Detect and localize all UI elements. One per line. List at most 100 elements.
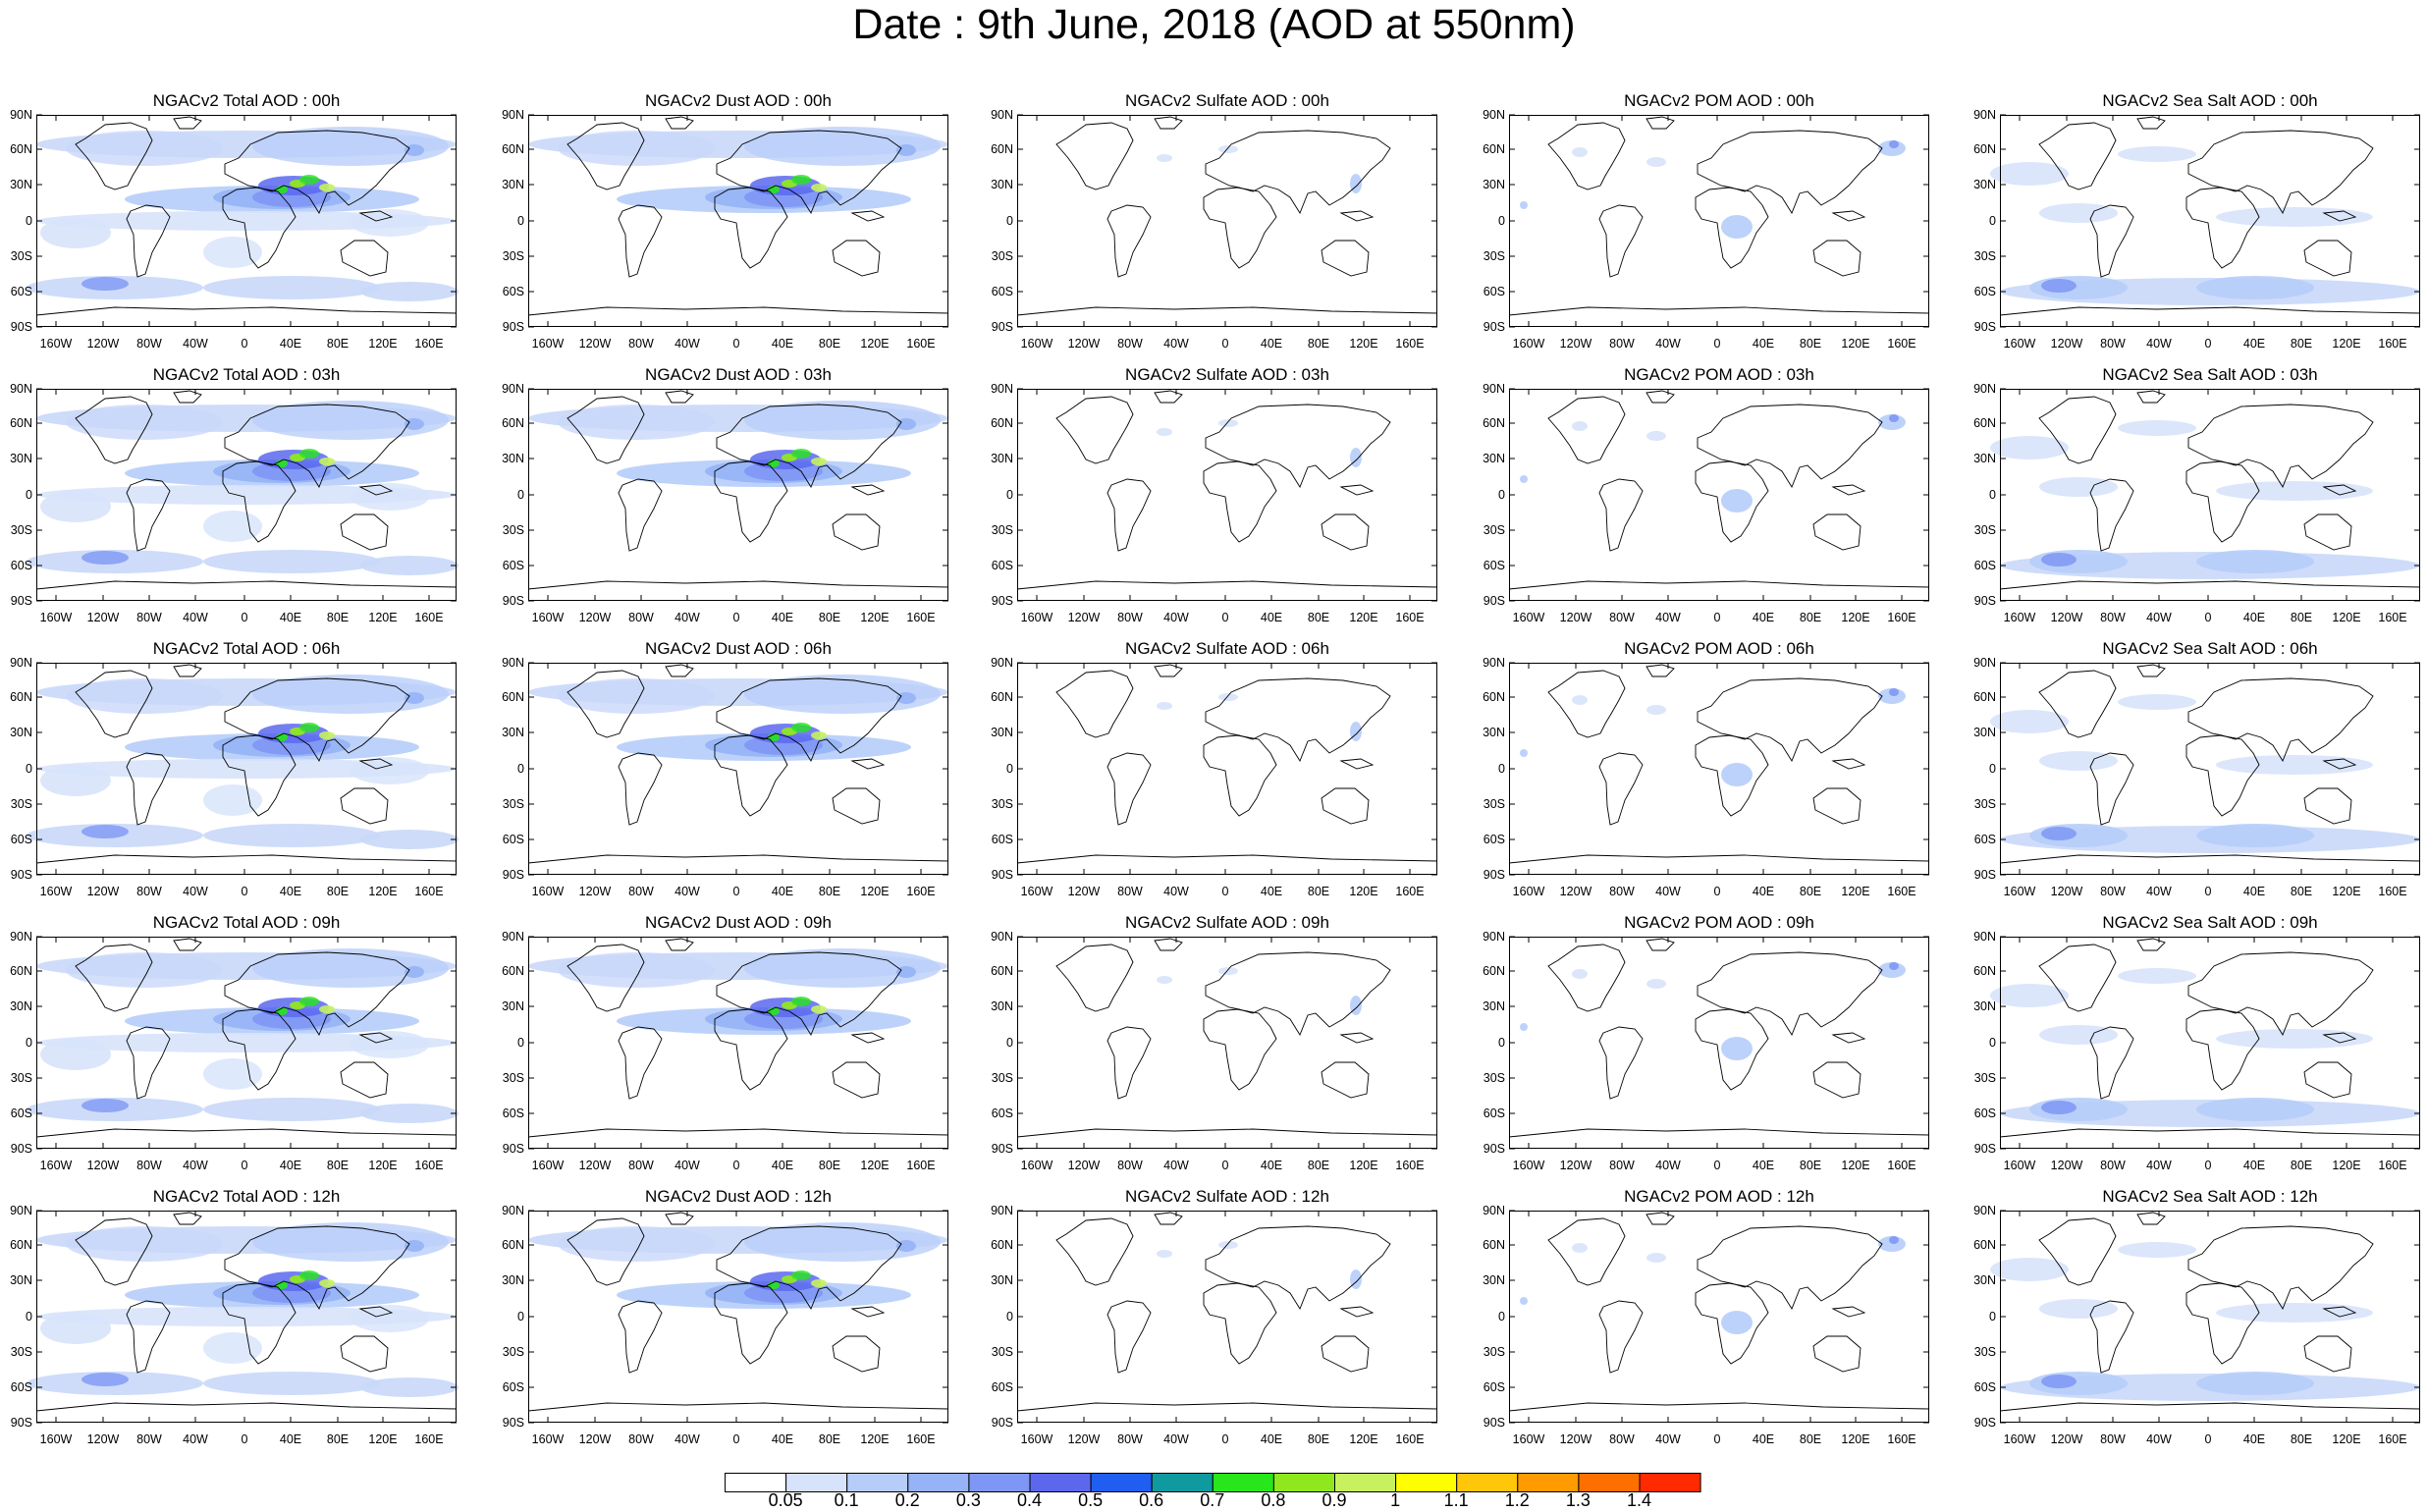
lon-tick-label: 160E <box>2378 1159 2407 1172</box>
lon-tick-label: 80W <box>1117 337 1143 351</box>
colorbar-label: 0.7 <box>1200 1490 1225 1510</box>
lon-tick-label: 160W <box>531 611 565 624</box>
lon-tick-label: 40W <box>183 1432 208 1446</box>
lon-tick-label: 120E <box>860 885 890 898</box>
coastlines <box>1999 390 2421 590</box>
lat-tick-label: 60N <box>991 964 1013 978</box>
panel-title: NGACv2 Sea Salt AOD : 06h <box>2102 639 2318 658</box>
lat-tick-label: 60N <box>1483 690 1505 704</box>
axis-ticks <box>1509 388 1929 602</box>
aod-field <box>528 401 948 487</box>
axis-ticks <box>1509 114 1929 328</box>
lat-tick-label: 90N <box>991 108 1013 122</box>
lon-tick-label: 80E <box>1799 885 1822 898</box>
lon-tick-label: 80W <box>628 1432 654 1446</box>
lat-tick-label: 30N <box>991 999 1013 1013</box>
coastlines <box>1508 1212 1930 1412</box>
lon-tick-label: 160E <box>1887 1432 1916 1446</box>
axis-ticks <box>1509 936 1929 1150</box>
lon-tick-label: 160E <box>1395 1432 1425 1446</box>
panel-title: NGACv2 Total AOD : 03h <box>152 365 341 384</box>
lon-tick-label: 160W <box>1512 1432 1545 1446</box>
aod-map-sulfate <box>1016 1210 1438 1424</box>
lon-tick-label: 0 <box>1221 885 1229 898</box>
lon-tick-label: 120E <box>368 1159 398 1172</box>
lon-tick-label: 80E <box>818 1159 841 1172</box>
axis-ticks <box>1509 1210 1929 1424</box>
lon-tick-label: 80W <box>2100 1432 2126 1446</box>
lon-tick-label: 0 <box>241 337 248 351</box>
lon-tick-label: 120W <box>86 611 120 624</box>
aod-field <box>1990 420 2420 579</box>
aod-field <box>1990 1242 2420 1401</box>
lat-tick-label: 60N <box>502 142 524 156</box>
lon-tick-label: 80W <box>1609 1159 1635 1172</box>
aod-map-pom <box>1508 936 1930 1150</box>
lat-tick-label: 60S <box>502 833 524 846</box>
lon-tick-label: 40E <box>771 885 794 898</box>
lon-tick-label: 0 <box>732 1432 740 1446</box>
lat-tick-label: 0 <box>26 1036 32 1050</box>
lat-tick-label: 30S <box>1483 249 1505 263</box>
lon-tick-label: 160E <box>2378 337 2407 351</box>
lon-tick-label: 40E <box>1752 611 1775 624</box>
lon-tick-label: 120E <box>1841 611 1870 624</box>
lon-tick-label: 160W <box>531 885 565 898</box>
axis-ticks <box>36 662 457 876</box>
lat-tick-label: 60N <box>1483 142 1505 156</box>
lat-tick-label: 30N <box>991 1273 1013 1287</box>
colorbar-label: 1.1 <box>1443 1490 1469 1510</box>
lat-tick-label: 0 <box>517 214 524 228</box>
lon-tick-label: 160E <box>1887 885 1916 898</box>
lon-tick-label: 80W <box>2100 1159 2126 1172</box>
lon-tick-label: 120E <box>1841 1432 1870 1446</box>
lat-tick-label: 90N <box>10 930 32 944</box>
lat-tick-label: 30N <box>502 726 524 739</box>
lat-tick-label: 60S <box>1483 285 1505 298</box>
panel-title: NGACv2 Dust AOD : 12h <box>645 1187 832 1206</box>
lat-tick-label: 90N <box>502 656 524 670</box>
lat-tick-label: 30S <box>10 797 32 811</box>
lon-tick-label: 0 <box>1713 885 1721 898</box>
lat-tick-label: 90N <box>502 1204 524 1217</box>
lon-tick-label: 40E <box>279 1159 302 1172</box>
aod-map-total <box>27 662 459 876</box>
lon-tick-label: 0 <box>732 885 740 898</box>
lat-tick-label: 90N <box>1973 382 1996 396</box>
map-frame <box>1509 663 1929 875</box>
coastlines <box>1508 116 1930 316</box>
lon-tick-label: 120E <box>1349 1432 1378 1446</box>
colorbar-label: 1.2 <box>1504 1490 1530 1510</box>
lat-tick-label: 30S <box>10 523 32 537</box>
lat-tick-label: 30S <box>991 249 1013 263</box>
lat-tick-label: 90S <box>1973 1142 1996 1156</box>
lat-tick-label: 30S <box>991 523 1013 537</box>
lon-tick-label: 80W <box>1609 885 1635 898</box>
lat-tick-label: 0 <box>26 488 32 502</box>
lat-tick-label: 90S <box>1973 868 1996 882</box>
lat-tick-label: 60S <box>1973 1107 1996 1120</box>
lon-tick-label: 40W <box>2146 1159 2172 1172</box>
lat-tick-label: 90N <box>991 382 1013 396</box>
aod-map-total <box>27 388 459 602</box>
lat-tick-label: 90N <box>1973 1204 1996 1217</box>
lon-tick-label: 160W <box>531 1159 565 1172</box>
colorbar-swatch <box>1334 1473 1397 1492</box>
colorbar-swatch <box>1272 1473 1336 1492</box>
lon-tick-label: 40W <box>1655 1159 1681 1172</box>
aod-field <box>27 675 459 849</box>
lon-tick-label: 120E <box>860 611 890 624</box>
lon-tick-label: 40W <box>1163 337 1189 351</box>
lat-tick-label: 60S <box>10 1107 32 1120</box>
lon-tick-label: 80W <box>1609 1432 1635 1446</box>
lat-tick-label: 30N <box>1483 178 1505 191</box>
lat-tick-label: 90N <box>1483 382 1505 396</box>
lon-tick-label: 120W <box>86 1432 120 1446</box>
lat-tick-label: 30N <box>10 1273 32 1287</box>
lat-tick-label: 90N <box>502 108 524 122</box>
lat-tick-label: 90S <box>502 594 524 608</box>
lat-tick-label: 60N <box>10 964 32 978</box>
lon-tick-label: 0 <box>2204 885 2212 898</box>
lon-tick-label: 120E <box>2332 1159 2361 1172</box>
